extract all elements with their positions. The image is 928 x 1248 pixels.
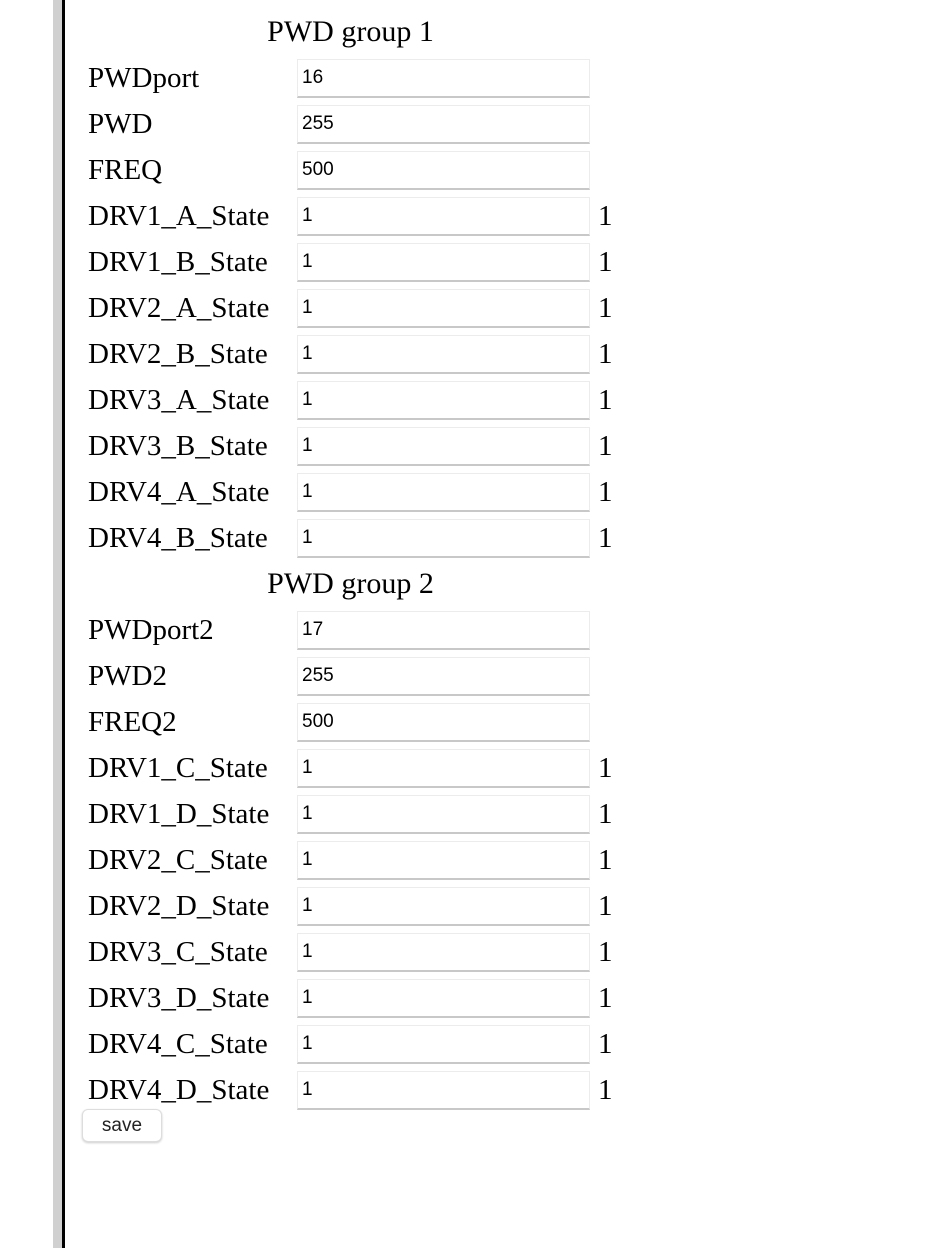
- field-row: DRV1_D_State 1: [88, 791, 613, 837]
- field-row: DRV4_A_State 1: [88, 469, 613, 515]
- field-input[interactable]: [297, 426, 590, 466]
- field-row: DRV2_B_State 1: [88, 331, 613, 377]
- field-row: DRV2_D_State 1: [88, 883, 613, 929]
- field-input[interactable]: [297, 1024, 590, 1064]
- current-value: 1: [598, 797, 613, 830]
- field-input[interactable]: [297, 150, 590, 190]
- current-value: 1: [598, 429, 613, 462]
- field-label: DRV4_C_State: [88, 1027, 268, 1060]
- field-input[interactable]: [297, 610, 590, 650]
- field-row: DRV4_D_State 1: [88, 1067, 613, 1113]
- field-label: DRV2_B_State: [88, 337, 268, 370]
- field-input[interactable]: [297, 380, 590, 420]
- field-input[interactable]: [297, 702, 590, 742]
- field-input[interactable]: [297, 518, 590, 558]
- field-input[interactable]: [297, 242, 590, 282]
- field-label: DRV2_D_State: [88, 889, 270, 922]
- field-label: DRV4_A_State: [88, 475, 270, 508]
- current-value: 1: [598, 1073, 613, 1106]
- field-input[interactable]: [297, 794, 590, 834]
- field-label: DRV1_B_State: [88, 245, 268, 278]
- field-label: DRV1_A_State: [88, 199, 270, 232]
- field-row: DRV2_A_State 1: [88, 285, 613, 331]
- field-label: FREQ: [88, 153, 163, 186]
- current-value: 1: [598, 889, 613, 922]
- pwd-settings-form: PWD group 1PWDportPWDFREQDRV1_A_State1DR…: [88, 9, 613, 1113]
- field-label: DRV4_D_State: [88, 1073, 270, 1106]
- field-row: PWD2: [88, 653, 613, 699]
- current-value: 1: [598, 981, 613, 1014]
- save-button[interactable]: save: [82, 1109, 162, 1142]
- field-input[interactable]: [297, 288, 590, 328]
- current-value: 1: [598, 199, 613, 232]
- field-label: DRV3_C_State: [88, 935, 268, 968]
- field-label: DRV2_A_State: [88, 291, 270, 324]
- group-title: PWD group 1: [267, 15, 434, 48]
- current-value: 1: [598, 935, 613, 968]
- current-value: 1: [598, 291, 613, 324]
- field-row: DRV3_C_State 1: [88, 929, 613, 975]
- field-input[interactable]: [297, 656, 590, 696]
- field-input[interactable]: [297, 886, 590, 926]
- field-label: PWDport: [88, 61, 200, 94]
- field-row: PWDport: [88, 55, 613, 101]
- current-value: 1: [598, 843, 613, 876]
- field-input[interactable]: [297, 748, 590, 788]
- current-value: 1: [598, 475, 613, 508]
- field-label: FREQ2: [88, 705, 177, 738]
- field-input[interactable]: [297, 58, 590, 98]
- field-label: PWDport2: [88, 613, 214, 646]
- current-value: 1: [598, 337, 613, 370]
- field-label: DRV1_C_State: [88, 751, 268, 784]
- field-row: DRV1_A_State 1: [88, 193, 613, 239]
- field-row: DRV1_B_State 1: [88, 239, 613, 285]
- group-title: PWD group 2: [267, 567, 434, 600]
- field-row: PWDport2: [88, 607, 613, 653]
- field-row: FREQ: [88, 147, 613, 193]
- field-input[interactable]: [297, 104, 590, 144]
- current-value: 1: [598, 245, 613, 278]
- current-value: 1: [598, 751, 613, 784]
- field-label: PWD: [88, 107, 153, 140]
- field-label: DRV3_A_State: [88, 383, 270, 416]
- field-input[interactable]: [297, 840, 590, 880]
- field-label: DRV2_C_State: [88, 843, 268, 876]
- current-value: 1: [598, 521, 613, 554]
- field-label: DRV4_B_State: [88, 521, 268, 554]
- field-label: DRV3_B_State: [88, 429, 268, 462]
- sidebar-border: [53, 0, 62, 1248]
- field-row: DRV1_C_State 1: [88, 745, 613, 791]
- sidebar-divider: [62, 0, 65, 1248]
- current-value: 1: [598, 383, 613, 416]
- field-input[interactable]: [297, 1070, 590, 1110]
- field-input[interactable]: [297, 334, 590, 374]
- current-value: 1: [598, 1027, 613, 1060]
- field-row: DRV3_D_State 1: [88, 975, 613, 1021]
- field-input[interactable]: [297, 932, 590, 972]
- field-row: DRV2_C_State 1: [88, 837, 613, 883]
- field-label: PWD2: [88, 659, 167, 692]
- field-row: FREQ2: [88, 699, 613, 745]
- field-row: DRV4_B_State 1: [88, 515, 613, 561]
- field-input[interactable]: [297, 196, 590, 236]
- field-row: DRV3_B_State 1: [88, 423, 613, 469]
- field-row: DRV4_C_State 1: [88, 1021, 613, 1067]
- field-input[interactable]: [297, 978, 590, 1018]
- field-label: DRV1_D_State: [88, 797, 270, 830]
- field-row: DRV3_A_State 1: [88, 377, 613, 423]
- field-label: DRV3_D_State: [88, 981, 270, 1014]
- field-row: PWD: [88, 101, 613, 147]
- field-input[interactable]: [297, 472, 590, 512]
